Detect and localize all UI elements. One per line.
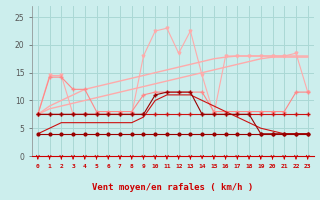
X-axis label: Vent moyen/en rafales ( km/h ): Vent moyen/en rafales ( km/h ) [92,183,253,192]
